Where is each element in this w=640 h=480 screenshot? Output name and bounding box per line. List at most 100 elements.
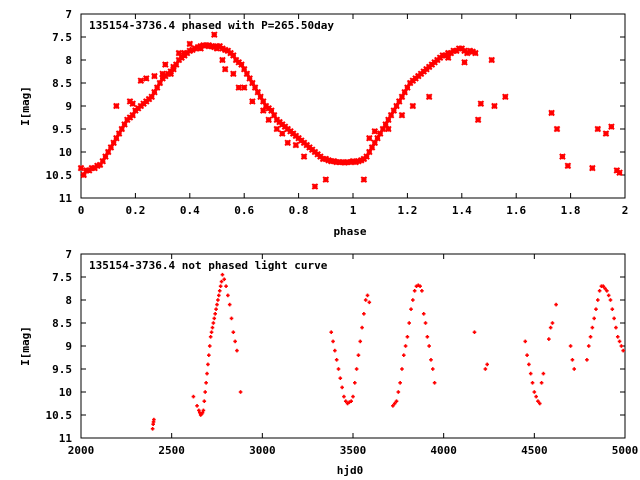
x-tick-label: 1.2 xyxy=(397,204,417,217)
y-tick-label: 8.5 xyxy=(52,77,72,90)
data-point xyxy=(218,284,223,288)
data-point xyxy=(472,330,477,334)
data-point xyxy=(336,367,341,371)
data-point xyxy=(358,339,363,344)
data-point xyxy=(590,325,595,330)
x-axis-label: hjd0 xyxy=(337,464,364,477)
data-point xyxy=(240,84,248,91)
data-point xyxy=(175,49,183,57)
x-tick-label: 1.6 xyxy=(506,204,526,217)
data-point xyxy=(606,293,611,298)
data-point xyxy=(137,77,145,85)
data-point xyxy=(213,312,217,316)
data-point xyxy=(246,75,253,82)
data-point xyxy=(201,408,206,413)
data-point xyxy=(329,330,334,334)
data-point xyxy=(156,79,164,87)
data-point xyxy=(205,41,213,49)
data-point xyxy=(322,176,330,183)
data-point xyxy=(243,70,251,78)
data-point xyxy=(395,98,403,105)
data-point xyxy=(292,141,300,149)
data-point xyxy=(432,381,437,385)
data-point xyxy=(353,381,357,385)
x-tick-label: 2 xyxy=(622,204,629,217)
data-point xyxy=(226,293,230,298)
data-point xyxy=(400,367,404,371)
y-tick-label: 11 xyxy=(59,432,73,445)
data-point xyxy=(411,298,415,302)
data-point xyxy=(115,130,123,137)
data-point xyxy=(390,107,398,114)
data-point xyxy=(300,153,308,160)
data-point xyxy=(249,79,256,87)
data-point xyxy=(621,348,625,353)
plot-frame xyxy=(80,13,626,199)
data-point xyxy=(227,302,232,307)
data-point xyxy=(219,279,224,284)
data-point xyxy=(231,330,236,334)
data-point xyxy=(588,335,593,339)
data-point xyxy=(217,289,222,293)
x-tick-label: 0.2 xyxy=(125,204,145,217)
data-point xyxy=(202,399,207,403)
data-point xyxy=(403,344,408,348)
data-point xyxy=(420,289,424,293)
data-point xyxy=(240,65,248,73)
data-point xyxy=(379,125,387,133)
data-point xyxy=(142,75,150,82)
data-point xyxy=(409,307,413,311)
data-point xyxy=(121,121,128,128)
data-point xyxy=(254,88,262,96)
data-point xyxy=(376,130,384,137)
data-point xyxy=(206,362,210,367)
x-axis-ticks: 2000 2500 3000 3500 4000 4500 5000 xyxy=(68,254,639,457)
data-point xyxy=(371,127,379,135)
data-points xyxy=(77,31,623,190)
data-point xyxy=(351,394,355,399)
data-point xyxy=(191,394,196,399)
data-point xyxy=(210,31,218,39)
data-point xyxy=(550,321,555,325)
data-point xyxy=(110,139,117,147)
y-tick-label: 7.5 xyxy=(52,31,72,44)
data-point xyxy=(572,367,577,371)
data-point xyxy=(559,153,566,160)
data-point xyxy=(209,330,214,334)
x-tick-label: 0.6 xyxy=(234,204,254,217)
x-tick-label: 5000 xyxy=(612,444,639,457)
data-point xyxy=(564,162,572,170)
data-point xyxy=(152,417,156,422)
data-point xyxy=(113,134,120,142)
data-point xyxy=(197,408,201,413)
data-point xyxy=(148,93,156,101)
y-axis-label: I[mag] xyxy=(19,86,32,126)
data-point xyxy=(259,98,267,105)
data-point xyxy=(216,298,220,302)
data-point xyxy=(586,344,591,348)
data-point xyxy=(349,399,353,403)
data-point xyxy=(605,289,609,293)
data-point xyxy=(392,401,397,406)
data-point xyxy=(429,358,433,362)
y-tick-label: 7 xyxy=(65,8,72,21)
data-point xyxy=(186,40,194,48)
data-point xyxy=(610,307,615,311)
data-point xyxy=(212,316,217,321)
y-tick-label: 9 xyxy=(65,340,72,353)
data-point xyxy=(405,335,410,339)
data-point xyxy=(113,102,120,110)
phased-light-curve-panel: 135154-3736.4 phased with P=265.50day ph… xyxy=(19,8,628,238)
data-point xyxy=(530,381,535,385)
data-point xyxy=(221,65,229,73)
x-tick-label: 3500 xyxy=(340,444,367,457)
data-point xyxy=(170,63,177,71)
x-tick-label: 0.8 xyxy=(289,204,309,217)
data-point xyxy=(268,107,275,114)
data-point xyxy=(608,123,615,131)
data-point xyxy=(338,376,343,380)
data-point xyxy=(596,298,600,302)
x-tick-label: 0 xyxy=(78,204,85,217)
data-point xyxy=(343,399,348,403)
data-point xyxy=(363,153,370,160)
